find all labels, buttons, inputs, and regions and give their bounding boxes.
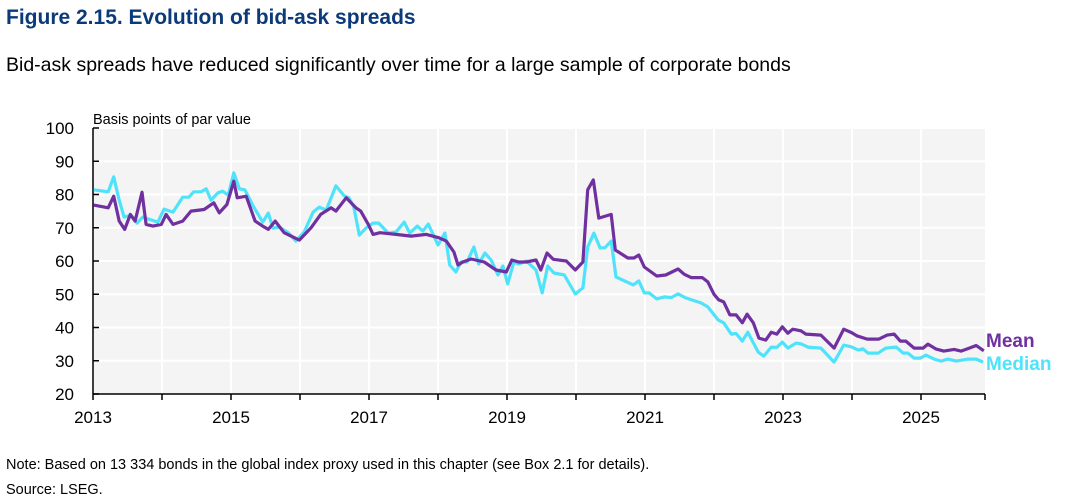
gridlines	[93, 127, 985, 394]
x-tick-label: 2017	[350, 408, 388, 427]
y-tick-label: 60	[55, 252, 74, 271]
legend-median: Median	[986, 354, 1051, 375]
legend-mean: Mean	[986, 331, 1035, 352]
y-tick-label: 30	[55, 352, 74, 371]
x-tick-label: 2019	[488, 408, 526, 427]
figure-subtitle: Bid-ask spreads have reduced significant…	[6, 54, 791, 76]
x-tick-label: 2021	[626, 408, 664, 427]
y-tick-label: 40	[55, 319, 74, 338]
y-axis-ticks: 20 30 40 50 60 70 80 90 100	[46, 119, 99, 404]
figure-note: Note: Based on 13 334 bonds in the globa…	[6, 457, 650, 473]
x-axis-ticks: 2013 2015 2017 2019 2021 2023 2025	[74, 393, 986, 427]
y-axis-label: Basis points of par value	[93, 112, 251, 128]
x-tick-label: 2023	[764, 408, 802, 427]
y-tick-label: 20	[55, 385, 74, 404]
y-tick-label: 70	[55, 219, 74, 238]
figure-source: Source: LSEG.	[6, 482, 103, 498]
y-tick-label: 50	[55, 285, 74, 304]
x-tick-label: 2025	[902, 408, 940, 427]
figure-title: Figure 2.15. Evolution of bid-ask spread…	[6, 6, 416, 29]
y-tick-label: 80	[55, 186, 74, 205]
x-tick-label: 2013	[74, 408, 112, 427]
series-lines	[93, 171, 985, 364]
series-line-median	[93, 171, 984, 364]
y-tick-label: 100	[46, 119, 74, 138]
series-line-mean	[93, 178, 985, 353]
y-tick-label: 90	[55, 152, 74, 171]
x-tick-label: 2015	[212, 408, 250, 427]
